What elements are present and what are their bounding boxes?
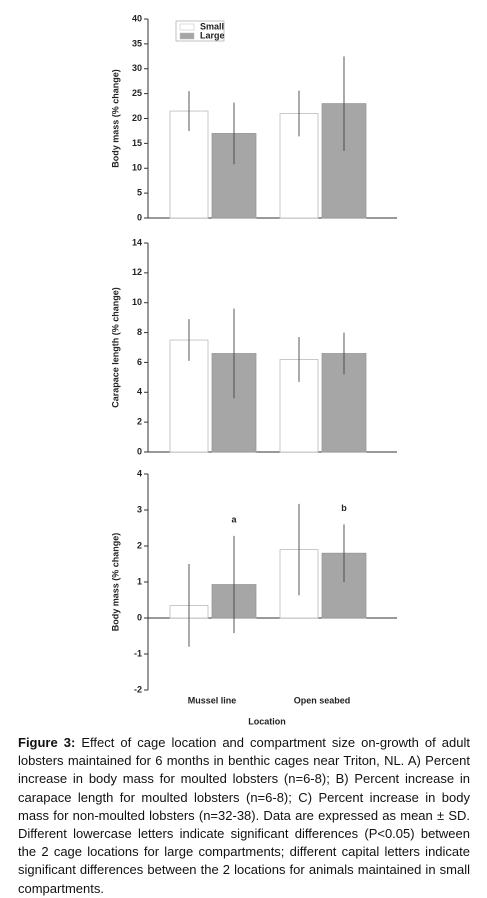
- legend-label: Large: [200, 30, 225, 40]
- x-axis-label: Location: [248, 716, 286, 726]
- y-tick-label: 5: [137, 188, 142, 198]
- x-tick-label: Mussel line: [188, 695, 237, 705]
- y-tick-label: 3: [137, 504, 142, 514]
- y-tick-label: -2: [134, 684, 142, 694]
- caption-text: Effect of cage location and compartment …: [18, 735, 470, 896]
- y-tick-label: 4: [137, 387, 142, 397]
- y-axis-label: Body mass (% change): [110, 533, 120, 632]
- y-tick-label: 40: [132, 13, 142, 23]
- y-tick-label: 20: [132, 113, 142, 123]
- y-tick-label: 4: [137, 468, 142, 478]
- y-tick-label: 35: [132, 38, 142, 48]
- y-tick-label: 2: [137, 417, 142, 427]
- y-tick-label: 2: [137, 540, 142, 550]
- y-tick-label: 0: [137, 446, 142, 456]
- y-tick-label: 10: [132, 163, 142, 173]
- y-tick-label: 0: [137, 212, 142, 222]
- y-axis-label: Body mass (% change): [110, 69, 120, 168]
- y-tick-label: 30: [132, 63, 142, 73]
- y-tick-label: 12: [132, 267, 142, 277]
- y-tick-label: 8: [137, 327, 142, 337]
- caption: Figure 3: Effect of cage location and co…: [18, 734, 470, 898]
- annotation: a: [231, 514, 237, 524]
- y-tick-label: 14: [132, 237, 142, 247]
- legend-swatch: [179, 32, 195, 40]
- legend-swatch: [179, 23, 195, 31]
- y-tick-label: 25: [132, 88, 142, 98]
- y-tick-label: 6: [137, 357, 142, 367]
- y-tick-label: 1: [137, 576, 142, 586]
- y-axis-label: Carapace length (% change): [110, 287, 120, 408]
- y-tick-label: -1: [134, 648, 142, 658]
- legend-label: Small: [200, 21, 224, 31]
- y-tick-label: 0: [137, 612, 142, 622]
- y-tick-label: 15: [132, 138, 142, 148]
- caption-label: Figure 3:: [18, 735, 76, 750]
- annotation: b: [341, 503, 347, 513]
- x-tick-label: Open seabed: [294, 695, 351, 705]
- y-tick-label: 10: [132, 297, 142, 307]
